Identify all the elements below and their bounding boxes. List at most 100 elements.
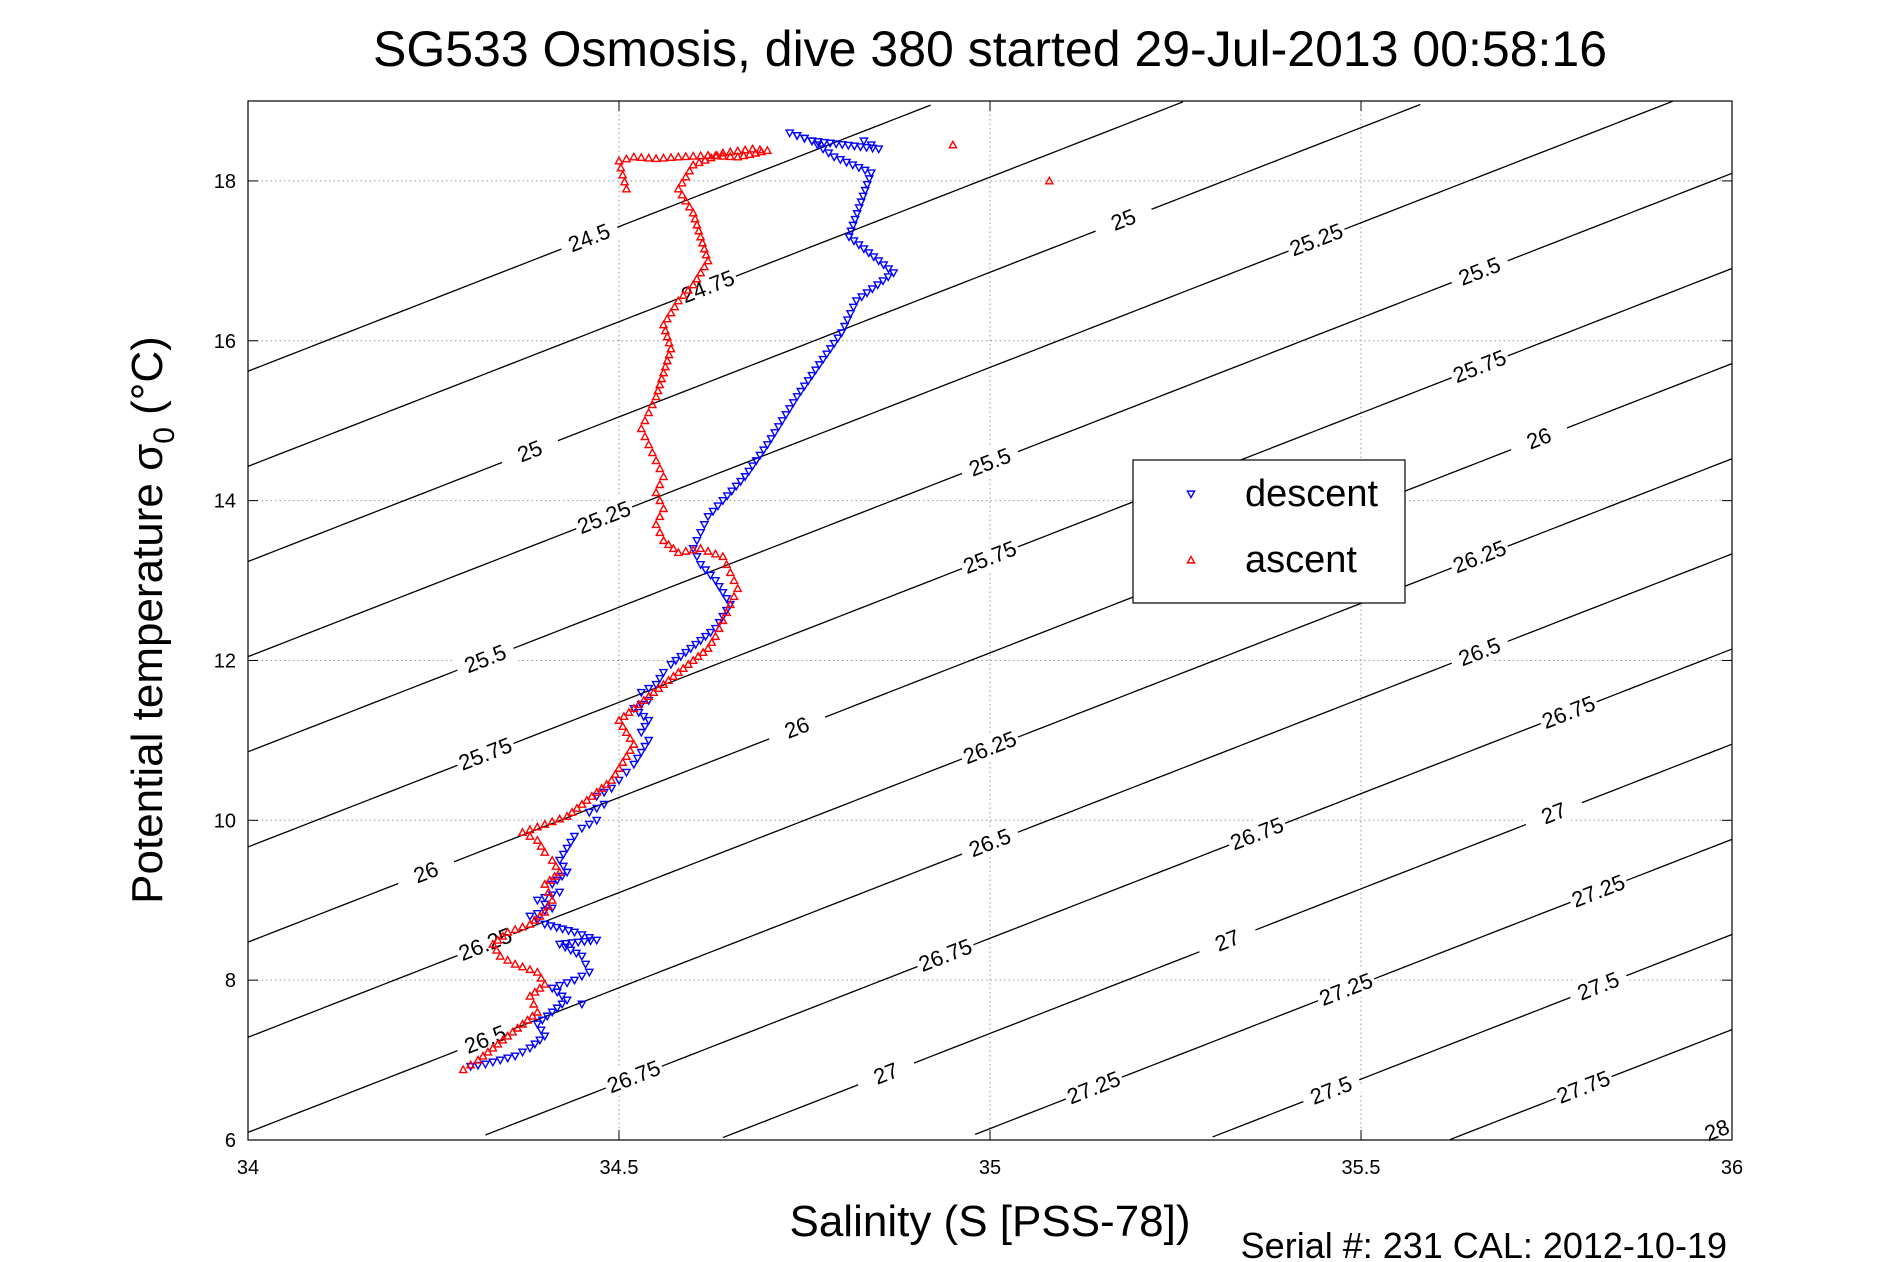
isopycnal-label-bg (956, 533, 1023, 580)
descent-point (685, 644, 696, 654)
ascent-point (688, 544, 698, 554)
isopycnal-label-bg (1520, 789, 1587, 836)
descent-point (849, 237, 859, 246)
descent-point (862, 180, 873, 190)
ascent-point (703, 150, 713, 159)
ascent-point (651, 487, 661, 497)
descent-point (565, 838, 576, 848)
isopycnal-label-bg (1446, 342, 1513, 389)
descent-point (552, 1004, 562, 1014)
descent-point (852, 210, 862, 219)
ascent-point (699, 261, 710, 271)
descent-point (554, 981, 565, 991)
descent-point (705, 628, 716, 638)
ascent-point (617, 169, 628, 179)
isopycnal-label-bg (1684, 1106, 1750, 1153)
y-tick-label: 14 (214, 491, 236, 513)
descent-point (849, 142, 860, 152)
chart-title: SG533 Osmosis, dive 380 started 29-Jul-2… (373, 21, 1607, 77)
ascent-point (655, 527, 665, 537)
ascent-point (694, 157, 704, 167)
ascent-point (510, 924, 520, 934)
ascent-point (668, 671, 679, 681)
ascent-point (693, 225, 704, 235)
descent-point (883, 265, 894, 274)
ascent-point (710, 631, 721, 641)
ascent-point (601, 779, 612, 788)
ascent-point (543, 887, 554, 896)
ascent-point (465, 1059, 476, 1069)
ascent-point (643, 407, 654, 417)
ascent-point (664, 349, 674, 359)
descent-point (692, 536, 702, 546)
ascent-point (725, 599, 736, 609)
descent-point (633, 708, 644, 718)
isopycnal-label-bg (496, 427, 563, 474)
descent-point (591, 936, 602, 946)
ascent-point (684, 201, 695, 211)
ascent-point (617, 721, 628, 730)
descent-point (829, 153, 839, 162)
descent-point (839, 322, 850, 332)
ascent-point (673, 547, 684, 557)
ascent-point (695, 231, 706, 241)
descent-point (658, 668, 669, 678)
ascent-point (540, 879, 550, 888)
descent-point (846, 227, 856, 237)
ascent-point (493, 1039, 503, 1048)
descent-point (640, 722, 650, 732)
descent-point (713, 502, 723, 511)
descent-point (517, 1048, 528, 1058)
descent-point (836, 329, 847, 338)
descent-point (629, 760, 639, 770)
descent-point (708, 507, 718, 517)
isopycnal-label-bg (853, 1049, 919, 1097)
ascent-point (614, 715, 624, 724)
ascent-point (502, 1031, 513, 1040)
descent-point (856, 293, 867, 302)
ascent-point (587, 791, 597, 800)
ascent-point (658, 679, 669, 689)
isopycnal-label-bg (956, 438, 1023, 485)
descent-point (695, 529, 706, 538)
ascent-point (740, 144, 750, 154)
descent-point (540, 920, 550, 930)
descent-point (726, 487, 737, 497)
descent-point (841, 158, 852, 168)
descent-point (488, 1058, 498, 1068)
ascent-point (651, 519, 661, 529)
ascent-point (680, 195, 691, 205)
ascent-point (619, 711, 629, 720)
ascent-point (517, 1019, 528, 1028)
descent-point (792, 132, 802, 141)
ascent-point (507, 1027, 518, 1036)
descent-point (860, 166, 870, 176)
ascent-point (488, 939, 498, 948)
x-tick-label: 34.5 (600, 1157, 639, 1179)
descent-point (671, 656, 681, 666)
ascent-point (616, 162, 626, 172)
descent-point (831, 140, 841, 149)
ascent-point (488, 1043, 498, 1052)
legend-label-ascent: ascent (1245, 539, 1357, 581)
ascent-point (688, 655, 698, 665)
descent-point (584, 933, 595, 943)
ascent-point (666, 307, 676, 317)
y-axis-title: Potential temperature σ0 (°C) (123, 336, 181, 904)
isopycnal-line (247, 103, 1421, 563)
descent-point (571, 949, 582, 959)
descent-point (862, 289, 872, 298)
ascent-point (582, 795, 592, 804)
ascent-point (683, 659, 694, 669)
descent-point (718, 497, 728, 506)
descent-point (784, 129, 795, 139)
y-tick-label: 12 (214, 650, 236, 672)
descent-point (796, 387, 806, 397)
serial-cal-footer: Serial #: 231 CAL: 2012-10-19 (1241, 1225, 1727, 1262)
descent-point (591, 792, 602, 802)
ascent-point (530, 915, 540, 924)
ascent-point (493, 935, 503, 944)
series-ascent (458, 139, 1055, 1074)
descent-point (731, 482, 742, 492)
